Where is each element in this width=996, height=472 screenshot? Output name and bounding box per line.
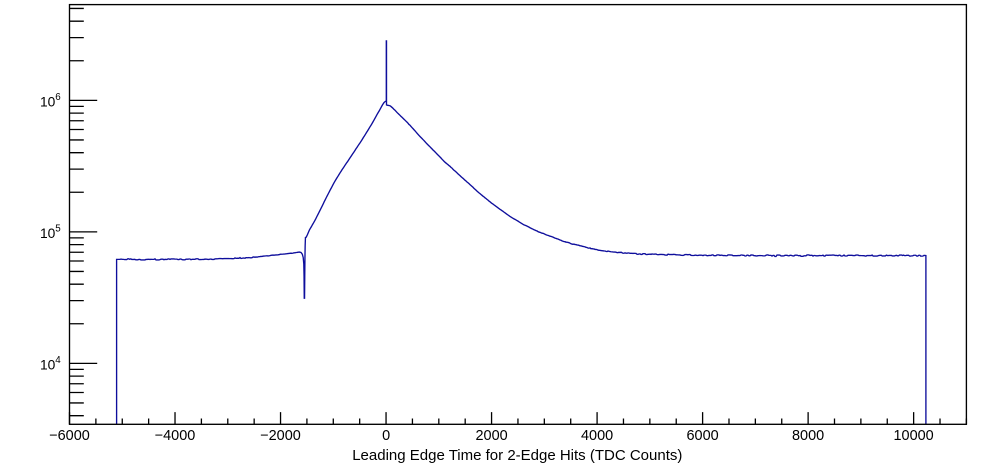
svg-text:2000: 2000 [476,428,508,444]
svg-text:−4000: −4000 [155,428,196,444]
svg-text:0: 0 [382,428,390,444]
svg-text:8000: 8000 [792,428,824,444]
svg-text:10: 10 [40,94,56,109]
svg-text:6: 6 [55,92,61,103]
svg-text:10: 10 [40,358,56,373]
svg-text:4000: 4000 [581,428,613,444]
svg-text:−2000: −2000 [260,428,301,444]
svg-text:10000: 10000 [894,428,934,444]
svg-text:5: 5 [55,223,61,234]
svg-text:−6000: −6000 [49,428,90,444]
svg-text:4: 4 [55,355,61,366]
svg-text:10: 10 [40,226,56,241]
svg-text:Leading Edge Time for 2-Edge H: Leading Edge Time for 2-Edge Hits (TDC C… [352,447,682,464]
svg-text:6000: 6000 [687,428,719,444]
